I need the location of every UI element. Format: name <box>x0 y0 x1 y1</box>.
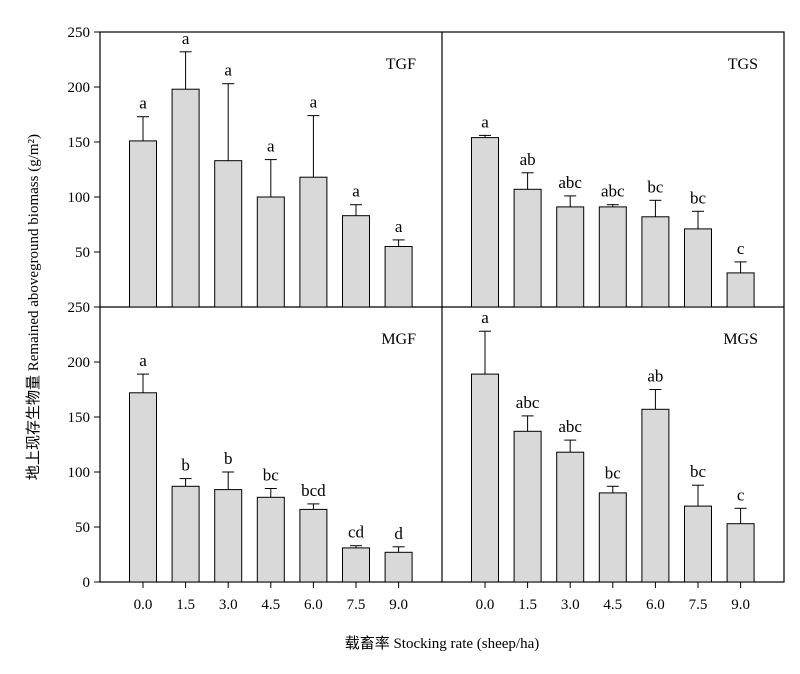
significance-letter: a <box>310 93 318 112</box>
significance-letter: b <box>181 456 190 475</box>
x-tick-label: 1.5 <box>176 597 195 613</box>
significance-letter: a <box>481 112 489 131</box>
bar <box>598 206 627 308</box>
bar <box>214 160 243 308</box>
bar <box>513 188 542 308</box>
y-tick-label-top: 250 <box>68 25 91 41</box>
y-tick-label-bottom: 0 <box>83 575 91 591</box>
y-tick-label-top: 50 <box>75 245 90 261</box>
bar <box>726 272 755 308</box>
y-tick-label-top: 150 <box>68 135 91 151</box>
significance-letter: a <box>395 217 403 236</box>
bar <box>726 523 755 583</box>
panel-name: MGS <box>723 331 758 348</box>
bar <box>641 216 670 308</box>
significance-letter: abc <box>516 393 540 412</box>
y-tick-label-bottom: 250 <box>68 300 91 316</box>
significance-letter: c <box>737 485 745 504</box>
significance-letter: cd <box>348 523 365 542</box>
significance-letter: ab <box>647 367 663 386</box>
bar <box>513 430 542 583</box>
x-axis-label: 载畜率 Stocking rate (sheep/ha) <box>345 635 540 652</box>
bar <box>556 451 585 583</box>
panel-name: MGF <box>381 331 416 348</box>
x-tick-label: 9.0 <box>731 597 750 613</box>
y-tick-label-bottom: 150 <box>68 410 91 426</box>
x-tick-label: 4.5 <box>603 597 622 613</box>
x-tick-label: 7.5 <box>347 597 366 613</box>
significance-letter: bc <box>263 466 280 485</box>
bar <box>556 206 585 308</box>
significance-letter: abc <box>601 182 625 201</box>
significance-letter: abc <box>558 173 582 192</box>
x-tick-label: 0.0 <box>476 597 495 613</box>
bar <box>256 196 285 308</box>
bar <box>171 88 200 308</box>
x-tick-label: 1.5 <box>518 597 537 613</box>
bar <box>471 373 499 583</box>
x-tick-label: 0.0 <box>134 597 153 613</box>
x-axis-ticks: 0.0 1.5 3.0 4.5 6.0 7.5 9.0 0.0 1.5 3.0 4.5 6.0 7.5 9… <box>134 582 750 613</box>
significance-letter: b <box>224 449 233 468</box>
bar <box>299 508 328 583</box>
significance-letter: a <box>182 29 190 48</box>
significance-letter: c <box>737 239 745 258</box>
x-tick-label: 3.0 <box>561 597 580 613</box>
significance-letter: a <box>481 308 489 327</box>
significance-letter: a <box>224 61 232 80</box>
bar <box>129 392 157 583</box>
bar <box>299 176 328 308</box>
significance-letter: bc <box>647 177 664 196</box>
x-tick-label: 7.5 <box>689 597 708 613</box>
bar <box>384 246 413 308</box>
bar <box>684 505 712 583</box>
bar <box>641 408 670 583</box>
bar <box>214 489 243 583</box>
y-tick-label-top: 200 <box>68 80 91 96</box>
significance-letter: a <box>139 351 147 370</box>
significance-letter: bc <box>690 188 707 207</box>
bar <box>256 496 285 583</box>
x-tick-label: 6.0 <box>304 597 323 613</box>
significance-letter: ab <box>520 150 536 169</box>
significance-letter: bc <box>690 462 707 481</box>
x-tick-label: 4.5 <box>261 597 280 613</box>
y-tick-label-bottom: 50 <box>75 520 90 536</box>
x-tick-label: 3.0 <box>219 597 238 613</box>
significance-letter: bc <box>605 463 622 482</box>
x-tick-label: 6.0 <box>646 597 665 613</box>
significance-letter: a <box>352 182 360 201</box>
significance-letter: bcd <box>301 481 326 500</box>
panel-tgs: TGS a ab abc abc bc bc c <box>471 56 758 308</box>
significance-letter: d <box>394 524 403 543</box>
bar <box>384 551 413 583</box>
y-tick-label-bottom: 100 <box>68 465 91 481</box>
bar <box>342 215 370 308</box>
significance-letter: abc <box>558 417 582 436</box>
significance-letter: a <box>139 94 147 113</box>
x-tick-label: 9.0 <box>389 597 408 613</box>
bar <box>471 137 499 308</box>
y-tick-label-top: 100 <box>68 190 91 206</box>
y-axis-label: 地上现存生物量 Remained aboveground biomass (g/… <box>25 134 42 480</box>
panel-name: TGF <box>386 56 416 73</box>
y-axis-ticks: 50 100 150 200 250 0 50 100 150 200 250 <box>68 25 100 591</box>
bar <box>684 228 712 308</box>
panel-tgf: TGF a a a a a a a <box>129 29 416 308</box>
bar <box>129 140 157 308</box>
panel-mgf: MGF a b b bc bcd cd d <box>129 331 416 583</box>
panel-name: TGS <box>728 56 758 73</box>
bar <box>171 485 200 583</box>
significance-letter: a <box>267 137 275 156</box>
bar <box>342 547 370 583</box>
bar <box>598 492 627 583</box>
y-tick-label-bottom: 200 <box>68 355 91 371</box>
